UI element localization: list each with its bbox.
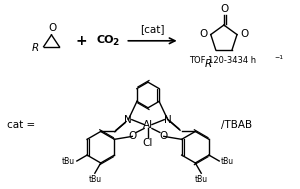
Text: N: N: [124, 115, 132, 125]
Text: Al: Al: [143, 120, 153, 129]
Text: +: +: [75, 34, 87, 48]
Text: O: O: [240, 29, 248, 39]
Text: O: O: [221, 4, 229, 14]
Text: R: R: [205, 59, 212, 69]
Text: −1: −1: [274, 55, 283, 60]
Text: O: O: [160, 131, 168, 141]
Text: O: O: [200, 29, 208, 39]
Text: Cl: Cl: [143, 138, 153, 148]
Text: TOF 120-3434 h: TOF 120-3434 h: [189, 56, 256, 65]
Text: /TBAB: /TBAB: [221, 120, 252, 129]
Text: O: O: [48, 23, 57, 33]
Text: cat =: cat =: [7, 120, 35, 129]
Text: R: R: [32, 43, 39, 53]
Text: O: O: [128, 131, 136, 141]
Text: CO: CO: [97, 35, 114, 45]
Text: [cat]: [cat]: [140, 24, 165, 34]
Text: N: N: [164, 115, 172, 125]
Text: 2: 2: [112, 38, 119, 47]
Text: tBu: tBu: [62, 157, 75, 167]
Text: tBu: tBu: [88, 175, 101, 184]
Text: tBu: tBu: [195, 175, 208, 184]
Text: tBu: tBu: [221, 157, 234, 167]
